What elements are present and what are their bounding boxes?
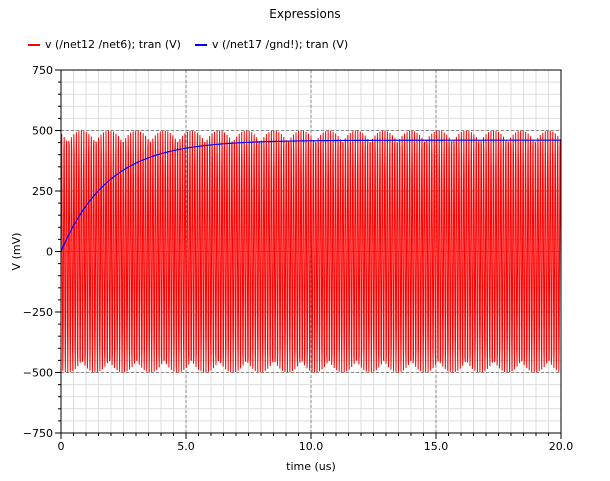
x-tick-label: 0 — [58, 440, 65, 453]
legend-swatch — [194, 43, 207, 46]
y-tick-label: 0 — [46, 246, 53, 259]
legend-label: v (/net12 /net6); tran (V) — [45, 38, 181, 51]
legend-label: v (/net17 /gnd!); tran (V) — [211, 38, 349, 51]
legend-item-red[interactable]: v (/net12 /net6); tran (V) — [28, 38, 181, 51]
x-tick-label: 15.0 — [424, 440, 449, 453]
x-axis-label: time (us) — [286, 460, 336, 473]
x-tick-label: 5.0 — [177, 440, 195, 453]
y-tick-label: 500 — [32, 125, 53, 138]
legend-item-blue[interactable]: v (/net17 /gnd!); tran (V) — [194, 38, 349, 51]
y-tick-label: 750 — [32, 64, 53, 77]
chart-title: Expressions — [269, 7, 341, 21]
series-line-blue — [60, 139, 561, 252]
legend-swatch — [28, 43, 40, 46]
y-tick-label: −250 — [23, 306, 53, 319]
y-tick-label: 250 — [32, 185, 53, 198]
x-tick-label: 20.0 — [549, 440, 574, 453]
y-tick-label: −500 — [23, 367, 53, 380]
series-line-red — [60, 130, 562, 373]
x-tick-label: 10.0 — [299, 440, 324, 453]
y-tick-label: −750 — [23, 427, 53, 440]
legend: v (/net12 /net6); tran (V) v (/net17 /gn… — [28, 38, 348, 51]
y-axis-label: V (mV) — [10, 233, 23, 271]
